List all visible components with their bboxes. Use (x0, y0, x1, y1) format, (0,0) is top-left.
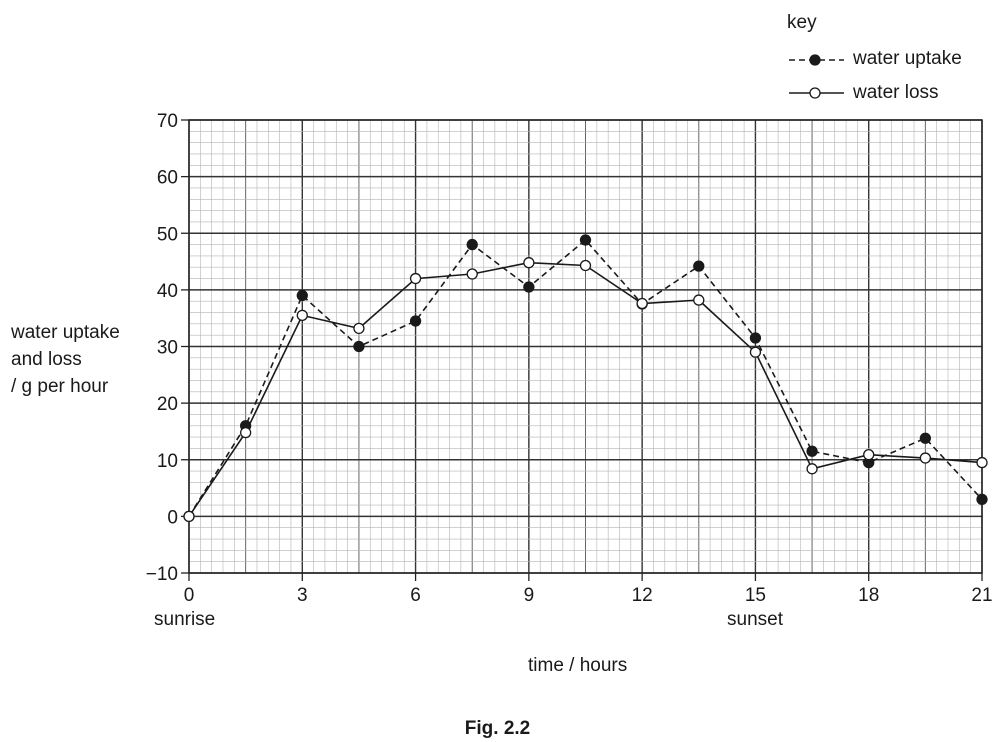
y-tick-label: −10 (146, 564, 178, 585)
x-tick-label: 6 (410, 585, 421, 606)
y-tick-label: 30 (157, 338, 178, 359)
y-axis: 70 60 50 40 30 20 10 0 −10 (146, 111, 189, 585)
y-axis-label-line-1: water uptake (11, 322, 120, 343)
annotation-sunrise: sunrise (154, 609, 216, 630)
data-point-water-loss (353, 322, 365, 335)
x-axis: 0 3 6 9 12 15 18 21 (184, 573, 993, 606)
y-tick-label: 70 (157, 111, 178, 132)
data-point-water-uptake (693, 260, 705, 272)
data-point-water-loss (523, 257, 535, 269)
data-point-water-uptake (579, 234, 592, 246)
x-tick-label: 0 (184, 585, 195, 606)
data-point-water-uptake (806, 445, 818, 457)
data-point-water-loss (693, 294, 705, 306)
data-point-water-uptake (749, 332, 762, 344)
legend-label-water-uptake: water uptake (853, 48, 962, 69)
data-point-water-uptake (523, 281, 535, 293)
data-point-water-loss (409, 272, 422, 285)
data-point-water-loss (976, 456, 988, 469)
data-point-water-loss (749, 346, 762, 358)
series-layer (183, 234, 988, 523)
data-point-water-loss (636, 297, 648, 310)
legend (789, 54, 844, 99)
y-tick-label: 50 (157, 224, 178, 245)
x-tick-label: 15 (745, 585, 766, 606)
annotation-sunset: sunset (727, 609, 783, 630)
data-point-water-loss (466, 268, 478, 280)
data-point-water-loss (919, 452, 932, 464)
data-point-water-uptake (919, 432, 932, 444)
series-line-water-uptake (188, 238, 983, 517)
figure-caption: Fig. 2.2 (464, 718, 531, 739)
data-point-water-loss (239, 426, 252, 439)
legend-marker-water-uptake (809, 54, 821, 66)
data-point-water-loss (863, 449, 875, 461)
y-axis-label-line-2: and loss (11, 349, 82, 370)
x-tick-label: 18 (858, 585, 879, 606)
legend-marker-water-loss (809, 87, 821, 99)
data-point-water-loss (296, 309, 308, 322)
y-axis-label-line-3: / g per hour (11, 376, 109, 397)
data-point-water-uptake (353, 340, 365, 353)
data-point-water-uptake (466, 238, 478, 251)
x-tick-label: 9 (524, 585, 535, 606)
data-point-water-loss (183, 510, 195, 523)
x-tick-label: 12 (632, 585, 653, 606)
y-tick-label: 40 (157, 281, 178, 302)
legend-label-water-loss: water loss (853, 82, 939, 103)
x-axis-label: time / hours (528, 655, 628, 676)
y-tick-label: 60 (157, 168, 178, 189)
data-point-water-loss (806, 463, 818, 475)
data-point-water-uptake (976, 493, 988, 506)
y-tick-label: 10 (157, 451, 178, 472)
data-point-water-loss (579, 259, 592, 272)
legend-title: key (787, 12, 817, 33)
chart-grid (188, 119, 983, 574)
y-tick-label: 0 (167, 507, 178, 528)
y-tick-label: 20 (157, 394, 178, 415)
data-point-water-uptake (296, 289, 308, 302)
x-tick-label: 21 (971, 585, 992, 606)
x-tick-label: 3 (297, 585, 308, 606)
data-point-water-uptake (409, 315, 422, 327)
